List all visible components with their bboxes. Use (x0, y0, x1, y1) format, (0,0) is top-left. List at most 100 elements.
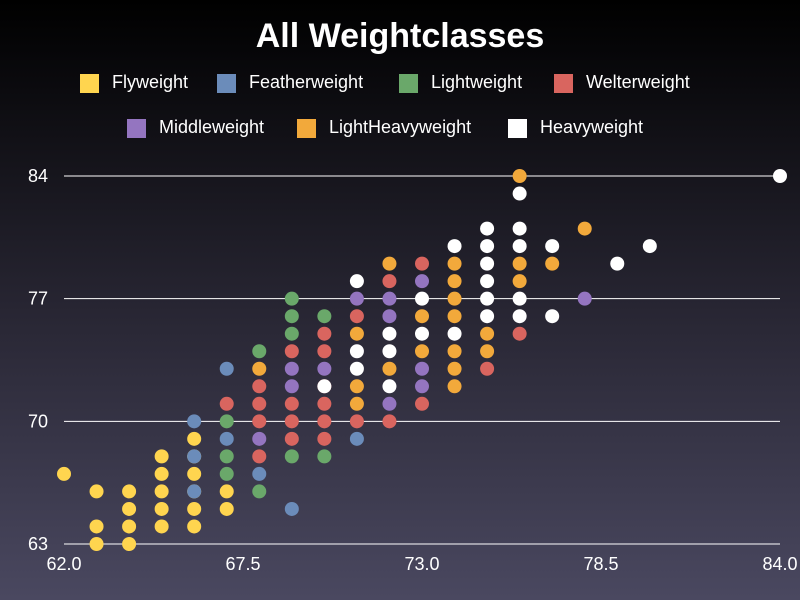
data-point (642, 239, 657, 254)
y-tick-label: 63 (28, 534, 48, 554)
data-point (154, 519, 169, 534)
data-point (382, 414, 397, 429)
data-point (512, 221, 527, 236)
data-point (349, 309, 364, 324)
legend-label: Featherweight (249, 72, 363, 92)
data-point (382, 309, 397, 324)
data-point (89, 537, 104, 551)
series-middleweight (252, 274, 592, 446)
series-lightheavyweight (252, 169, 592, 411)
data-point (773, 169, 787, 183)
data-point (317, 309, 332, 324)
data-point (317, 431, 332, 446)
data-point (219, 431, 234, 446)
data-point (447, 361, 462, 376)
y-tick-label: 84 (28, 166, 48, 186)
data-point (219, 484, 234, 499)
data-point (219, 501, 234, 516)
data-point (349, 274, 364, 289)
data-point (415, 274, 429, 289)
data-point (480, 256, 495, 271)
axis-ticks: 63 70 77 84 62.0 67.5 73.0 78.5 84.0 (28, 166, 798, 574)
chart-title: All Weightclasses (256, 17, 545, 55)
data-point (512, 291, 527, 306)
data-point (512, 274, 527, 289)
legend-label: Flyweight (112, 72, 188, 92)
data-point (382, 344, 397, 359)
data-point (512, 309, 527, 324)
data-point (512, 239, 527, 254)
data-point (349, 431, 364, 446)
data-point (349, 414, 364, 429)
data-point (447, 239, 462, 254)
data-point (219, 466, 234, 481)
data-point (154, 501, 169, 516)
data-point (545, 239, 560, 254)
series-heavyweight (317, 169, 787, 394)
data-point (317, 396, 332, 411)
legend-swatch (127, 119, 146, 138)
data-point (382, 379, 397, 394)
data-point (480, 291, 495, 306)
data-point (284, 361, 299, 376)
data-point (252, 344, 267, 359)
series-featherweight (187, 361, 364, 516)
data-point (252, 431, 267, 446)
data-point (187, 484, 202, 499)
x-tick-label: 67.5 (225, 554, 260, 574)
data-point (317, 361, 332, 376)
legend-label: LightHeavyweight (329, 117, 471, 137)
data-point (512, 256, 527, 271)
data-point (382, 361, 397, 376)
data-point (349, 396, 364, 411)
data-point (284, 449, 299, 464)
data-point (480, 274, 495, 289)
data-point (284, 431, 299, 446)
data-point (317, 379, 332, 394)
data-point (447, 344, 462, 359)
legend-swatch (508, 119, 527, 138)
data-point (187, 431, 202, 446)
data-point (317, 326, 332, 341)
data-point (154, 484, 169, 499)
data-point (317, 414, 332, 429)
data-point (252, 466, 267, 481)
data-point (415, 326, 429, 341)
data-point (480, 221, 495, 236)
data-point (349, 344, 364, 359)
data-point (512, 186, 527, 201)
y-tick-label: 77 (28, 289, 48, 309)
data-point (415, 291, 429, 306)
data-point (415, 344, 429, 359)
data-point (122, 537, 137, 551)
data-point (252, 396, 267, 411)
data-point (447, 291, 462, 306)
data-point (415, 379, 429, 394)
data-point (545, 309, 560, 324)
data-point (122, 484, 137, 499)
gridlines (64, 175, 780, 545)
data-point (447, 379, 462, 394)
data-point (284, 309, 299, 324)
data-point (284, 501, 299, 516)
data-point (252, 361, 267, 376)
data-point (317, 344, 332, 359)
data-point (317, 449, 332, 464)
data-point (447, 274, 462, 289)
data-point (382, 396, 397, 411)
data-point (57, 466, 71, 481)
data-point (577, 291, 592, 306)
data-point (154, 449, 169, 464)
data-point (252, 379, 267, 394)
data-point (382, 274, 397, 289)
legend-swatch (297, 119, 316, 138)
data-point (284, 414, 299, 429)
data-point (284, 326, 299, 341)
data-point (480, 361, 495, 376)
data-point (187, 466, 202, 481)
data-point (252, 484, 267, 499)
data-point (447, 309, 462, 324)
data-point (284, 396, 299, 411)
x-tick-label: 73.0 (404, 554, 439, 574)
